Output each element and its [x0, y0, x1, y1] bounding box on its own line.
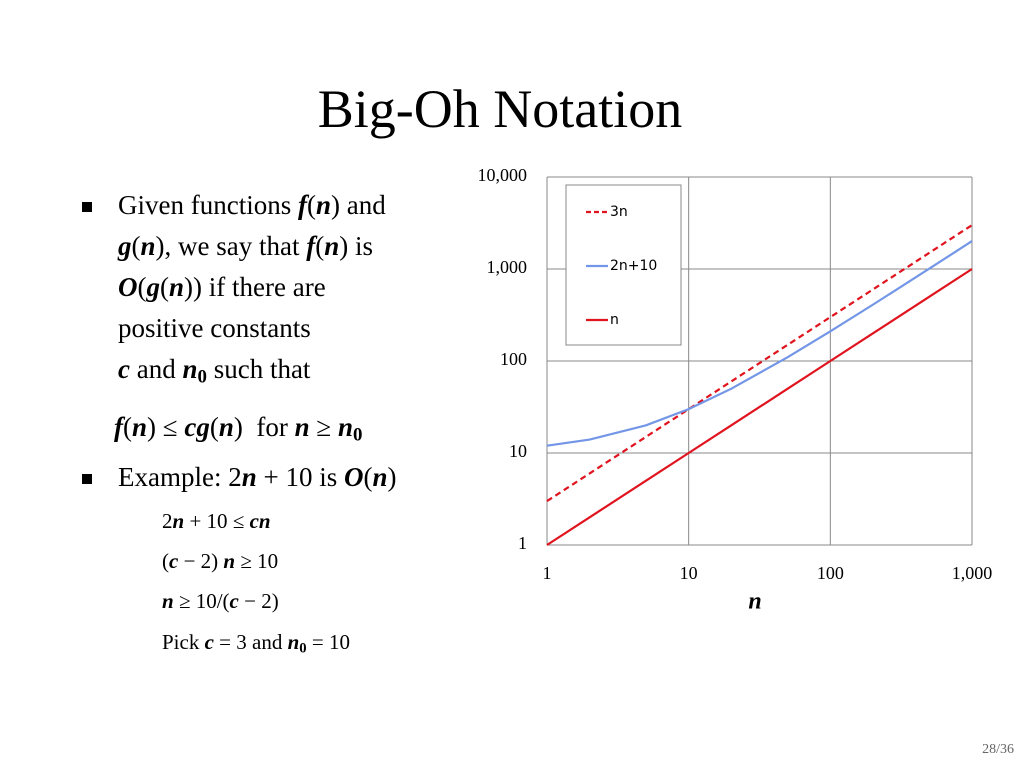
text-run: cn: [249, 509, 271, 533]
text-run: f: [297, 190, 307, 220]
series-line: [546, 224, 973, 503]
text-run: ): [387, 462, 397, 492]
text-run: (: [160, 272, 169, 302]
slide-title: Big-Oh Notation: [317, 79, 683, 139]
text-run: ≥ 10/(: [173, 589, 230, 613]
bullet: [82, 474, 92, 484]
text-run: n: [169, 272, 185, 302]
legend-label: 2n+10: [610, 258, 657, 274]
x-tick-label: 10: [680, 563, 698, 583]
text-run: f: [306, 231, 316, 261]
text-run: ) for: [233, 412, 295, 442]
formula: f(n) ≤ cg(n) for n ≥ n0: [114, 412, 362, 447]
y-tick-label: 1,000: [487, 257, 528, 277]
text-run: c: [169, 549, 179, 573]
text-run: (: [306, 190, 316, 220]
text-run: n: [132, 412, 148, 442]
text-line: Example: 2n + 10 is O(n): [118, 462, 397, 493]
page-number: 28/36: [982, 742, 1014, 757]
x-axis-title: n: [748, 589, 761, 615]
text-run: − 2): [178, 549, 224, 573]
text-run: ≥ 10: [235, 549, 279, 573]
text-run: ≥: [309, 412, 338, 442]
series-line: [546, 240, 973, 447]
text-run: ) and: [331, 190, 386, 220]
text-line: (c − 2) n ≥ 10: [162, 549, 278, 574]
text-run: = 10: [306, 630, 350, 654]
text-run: (: [123, 412, 132, 442]
text-run: 0: [299, 640, 307, 657]
text-run: n: [140, 231, 156, 261]
text-run: ) is: [339, 231, 374, 261]
text-run: 2: [162, 509, 173, 533]
text-run: O: [344, 462, 364, 492]
text-run: (: [162, 549, 169, 573]
y-tick-label: 100: [500, 349, 527, 369]
y-tick-label: 10: [509, 441, 527, 461]
text-run: c: [204, 630, 214, 654]
text-run: Pick: [162, 630, 205, 654]
legend-label: 3n: [610, 204, 628, 220]
text-line: O(g(n)) if there are: [118, 272, 326, 303]
text-run: g: [146, 272, 161, 302]
text-run: + 10 is: [256, 462, 344, 492]
text-run: ) ≤: [147, 412, 185, 442]
text-run: g: [118, 231, 132, 261]
text-line: n ≥ 10/(c − 2): [162, 589, 279, 614]
text-run: n: [372, 462, 388, 492]
text-run: n: [172, 509, 185, 533]
text-run: Example: 2: [118, 462, 242, 492]
text-run: n: [337, 412, 353, 442]
text-run: n: [294, 412, 310, 442]
text-run: n: [182, 354, 198, 384]
text-run: n: [324, 231, 340, 261]
legend-box: [565, 184, 682, 346]
x-tick-label: 1: [543, 563, 552, 583]
text-line: Pick c = 3 and n0 = 10: [162, 630, 350, 658]
text-run: = 3 and: [213, 630, 288, 654]
text-run: positive constants: [118, 313, 311, 343]
text-run: and: [129, 354, 183, 384]
text-run: (: [363, 462, 373, 492]
text-run: n: [218, 412, 234, 442]
series-line: [546, 268, 973, 546]
text-run: ), we say that: [155, 231, 307, 261]
text-run: c: [118, 354, 130, 384]
text-run: n: [162, 589, 174, 613]
text-run: n: [287, 630, 300, 654]
y-tick-label: 1: [518, 533, 527, 553]
text-run: such that: [206, 354, 311, 384]
text-run: f: [114, 412, 123, 442]
text-run: )) if there are: [184, 272, 326, 302]
text-run: n: [241, 462, 257, 492]
legend-label: n: [610, 312, 619, 328]
text-run: (: [137, 272, 147, 302]
text-run: c: [229, 589, 239, 613]
text-run: (: [131, 231, 141, 261]
text-line: positive constants: [118, 313, 311, 344]
text-run: n: [315, 190, 332, 220]
text-run: cg: [184, 412, 210, 442]
text-run: n: [223, 549, 236, 573]
text-run: O: [118, 272, 138, 302]
bullet: [82, 202, 92, 212]
text-line: c and n0 such that: [118, 354, 310, 389]
text-run: − 2): [238, 589, 279, 613]
text-run: + 10 ≤: [184, 509, 250, 533]
text-run: 0: [197, 366, 207, 388]
text-line: 2n + 10 ≤ cn: [162, 509, 271, 534]
y-tick-label: 10,000: [478, 165, 528, 185]
text-line: Given functions f(n) and: [118, 190, 386, 221]
x-tick-label: 1,000: [952, 563, 993, 583]
x-tick-label: 100: [817, 563, 844, 583]
text-run: 0: [352, 424, 363, 446]
text-run: (: [209, 412, 219, 442]
text-run: (: [315, 231, 325, 261]
text-line: g(n), we say that f(n) is: [118, 231, 373, 262]
text-run: Given functions: [118, 190, 298, 220]
